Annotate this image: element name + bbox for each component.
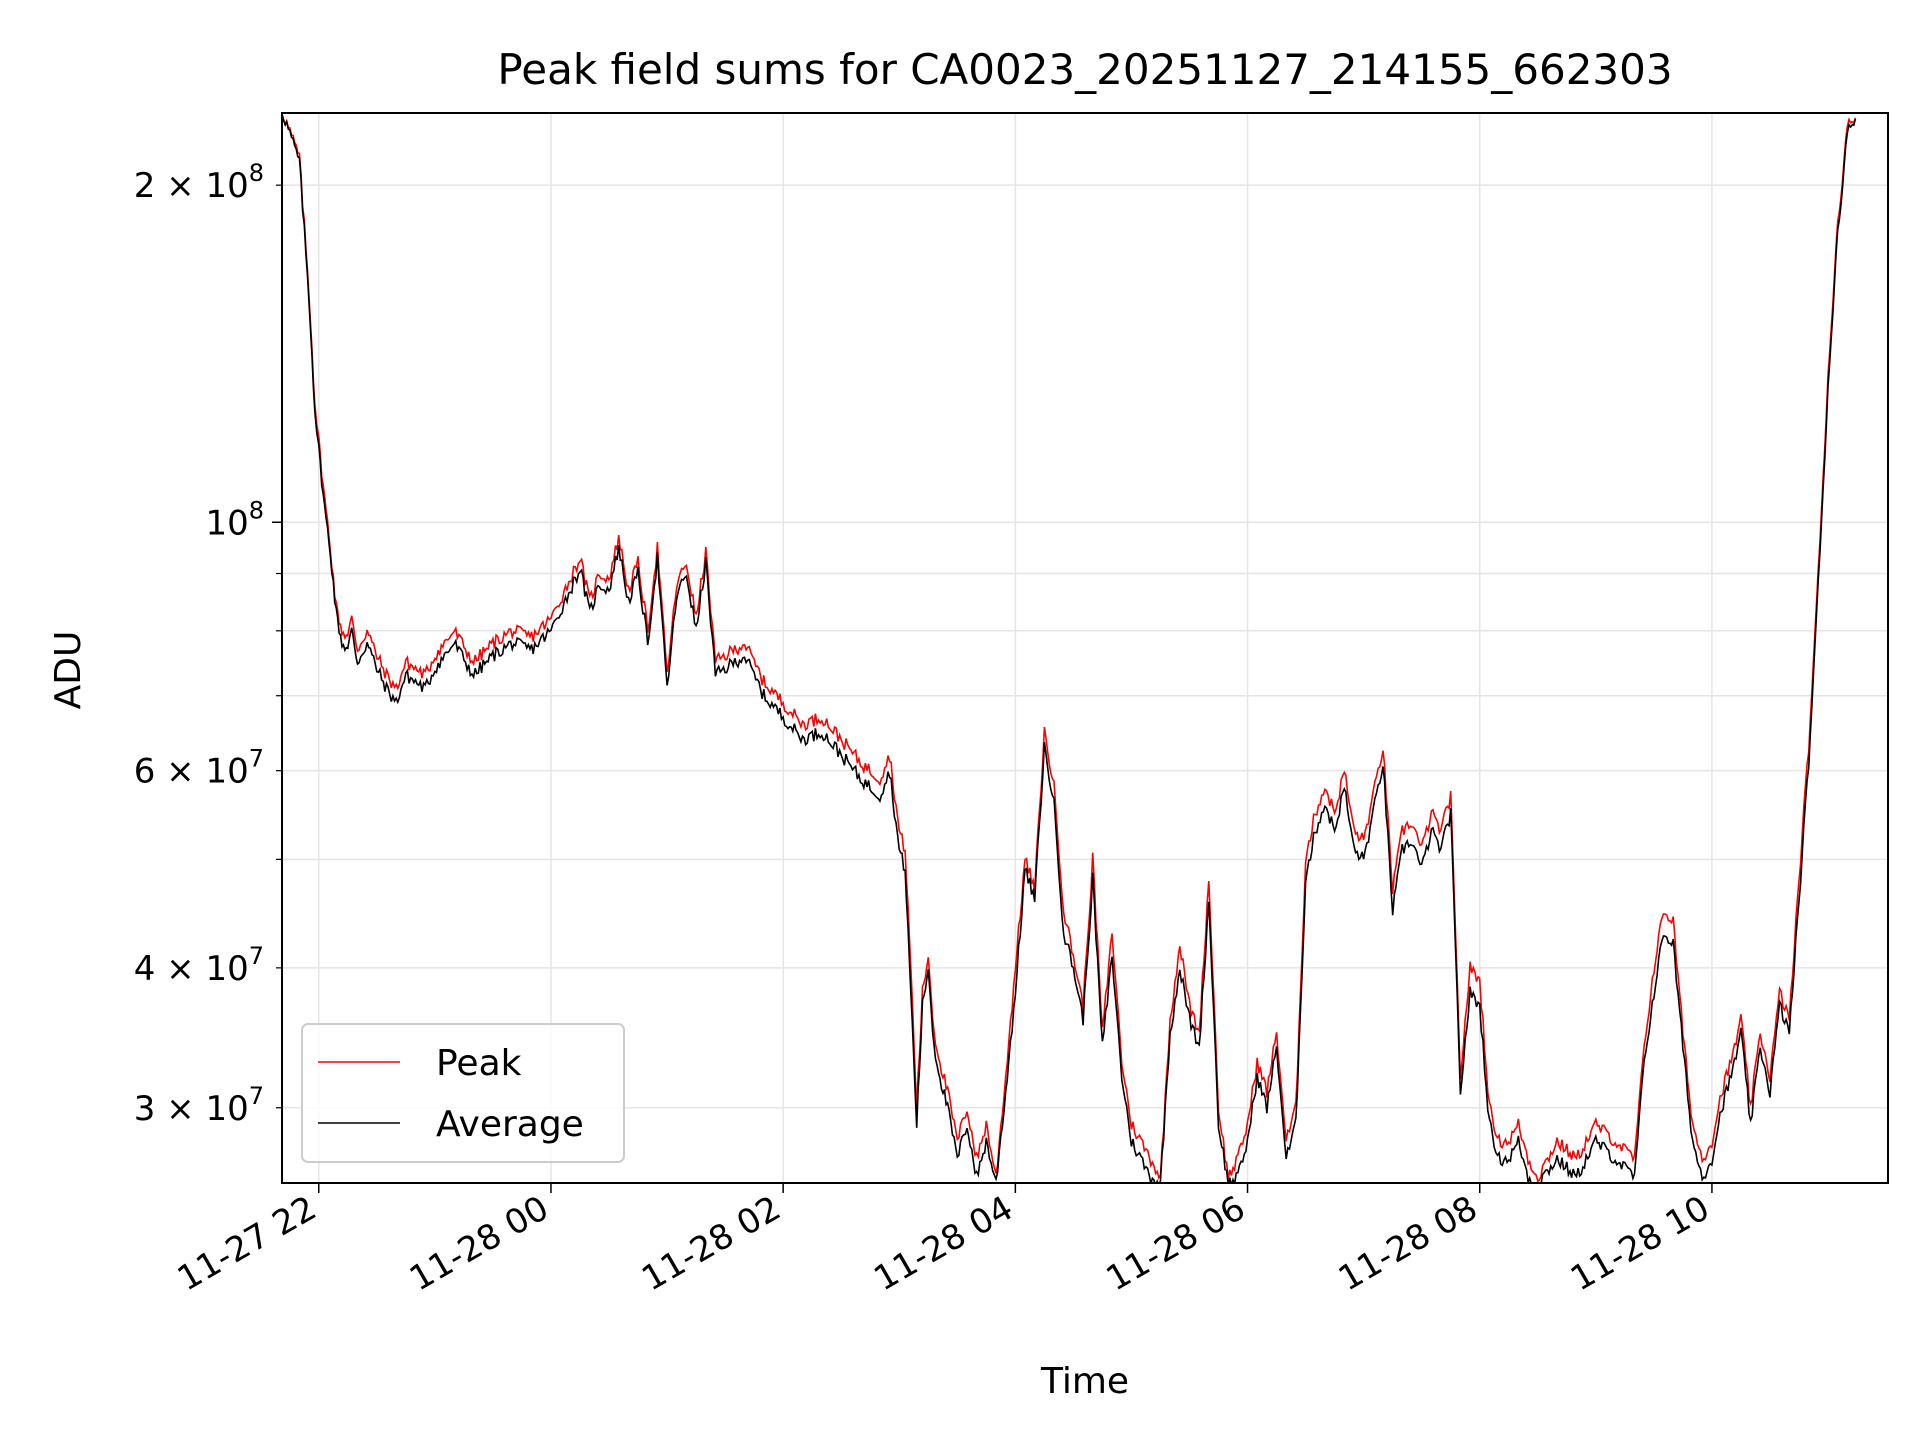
y-axis-label: ADU [48,631,89,710]
legend-box [301,1023,625,1163]
y-tick-label: 108 [205,496,264,543]
series-area [282,113,1857,1183]
legend-label-average: Average [436,1104,584,1145]
series-line-average [282,113,1857,1183]
y-tick-label: 2 × 108 [134,159,264,206]
y-tick-label: 3 × 107 [134,1082,264,1129]
y-tick-label: 4 × 107 [134,942,264,989]
legend: Peak Average [301,1023,625,1163]
chart-title: Peak field sums for CA0023_20251127_2141… [497,45,1672,94]
series-line-peak [282,113,1857,1183]
y-tick-label: 6 × 107 [134,745,264,792]
legend-label-peak: Peak [436,1043,522,1084]
x-axis-label: Time [1040,1361,1129,1402]
plot-frame [281,112,1889,1184]
